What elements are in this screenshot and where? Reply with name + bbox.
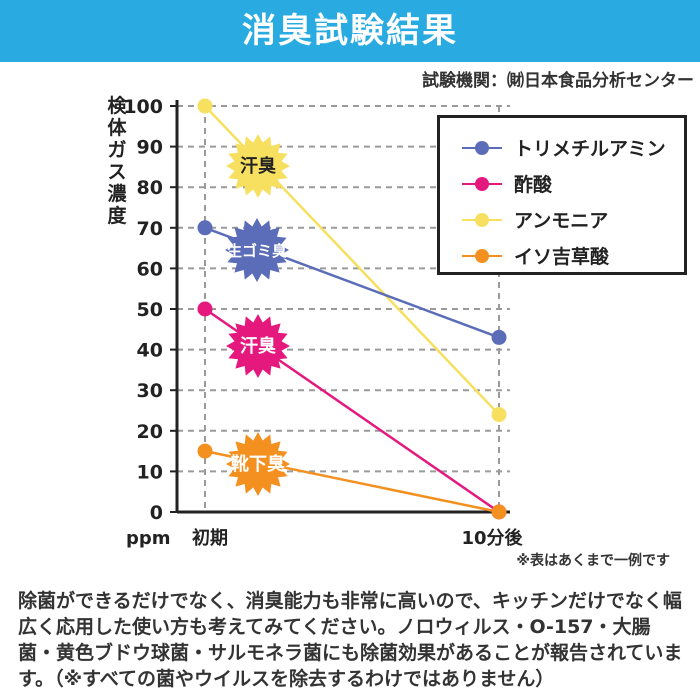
odor-badge: 汗臭 (226, 314, 290, 378)
badge-label: 汗臭 (240, 335, 276, 357)
chart-note: ※表はあくまで一例です (516, 553, 670, 569)
starburst-shape (226, 432, 290, 496)
y-tick-label: 40 (137, 340, 163, 362)
badge-label: 汗臭 (240, 155, 276, 177)
chart-legend: トリメチルアミン 酢酸 アンモニア イソ吉草酸 (437, 115, 687, 275)
data-point (491, 329, 507, 345)
y-tick-label: 10 (137, 461, 163, 483)
y-tick-label: 50 (137, 299, 163, 321)
y-tick-label: 100 (123, 96, 163, 118)
odor-badge: 汗臭 (226, 134, 290, 198)
data-point (197, 443, 213, 459)
data-point (197, 98, 213, 114)
y-tick-label: 70 (137, 218, 163, 240)
data-point (197, 220, 213, 236)
x-tick-label: 10分後 (461, 527, 523, 549)
unit-label: ppm (126, 528, 171, 549)
badge-label: 靴下臭 (231, 453, 285, 475)
odor-badge: 生ゴミ臭 (225, 218, 289, 282)
x-tick-label: 初期 (192, 527, 228, 549)
legend-swatch (462, 176, 502, 191)
legend-label: 酢酸 (514, 174, 553, 196)
y-tick-label: 60 (137, 258, 163, 280)
y-tick-label: 20 (137, 421, 163, 443)
data-point (197, 301, 213, 317)
data-point (491, 407, 507, 423)
starburst-shape (225, 218, 289, 282)
legend-item: トリメチルアミン (462, 134, 666, 161)
legend-label: イソ吉草酸 (514, 246, 610, 268)
y-tick-label: 80 (137, 177, 163, 199)
y-tick-label: 0 (150, 502, 163, 524)
legend-item: 酢酸 (462, 170, 552, 197)
legend-label: アンモニア (514, 210, 609, 232)
description-text: 除菌ができるだけでなく、消臭能力も非常に高いので、キッチンだけでなく幅広く応用し… (18, 590, 683, 690)
y-tick-label: 90 (137, 137, 163, 159)
legend-item: アンモニア (462, 206, 608, 233)
legend-swatch (462, 248, 502, 263)
legend-swatch (462, 140, 502, 155)
data-point (491, 504, 507, 520)
page-title: 消臭試験結果 (0, 0, 700, 62)
y-tick-label: 30 (137, 380, 163, 402)
legend-swatch (462, 212, 502, 227)
odor-badge: 靴下臭 (226, 432, 290, 496)
test-organization: 試験機関：㈶日本食品分析センター (422, 71, 694, 91)
starburst-shape (226, 314, 290, 378)
badge-label: 生ゴミ臭 (227, 242, 287, 260)
legend-label: トリメチルアミン (514, 138, 666, 160)
starburst-shape (226, 134, 290, 198)
legend-item: イソ吉草酸 (462, 242, 609, 269)
y-axis-label: 検体ガス濃度 (107, 94, 127, 227)
